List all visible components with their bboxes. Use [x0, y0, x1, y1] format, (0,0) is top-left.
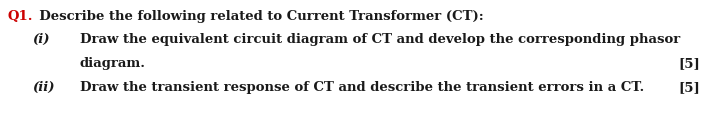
Text: (ii): (ii) [32, 80, 55, 93]
Text: Q1.: Q1. [8, 10, 33, 23]
Text: Draw the transient response of CT and describe the transient errors in a CT.: Draw the transient response of CT and de… [80, 80, 644, 93]
Text: [5]: [5] [678, 57, 700, 69]
Text: [5]: [5] [678, 80, 700, 93]
Text: Describe the following related to Current Transformer (CT):: Describe the following related to Curren… [30, 10, 484, 23]
Text: Draw the equivalent circuit diagram of CT and develop the corresponding phasor: Draw the equivalent circuit diagram of C… [80, 33, 680, 46]
Text: diagram.: diagram. [80, 57, 146, 69]
Text: (i): (i) [32, 33, 50, 46]
